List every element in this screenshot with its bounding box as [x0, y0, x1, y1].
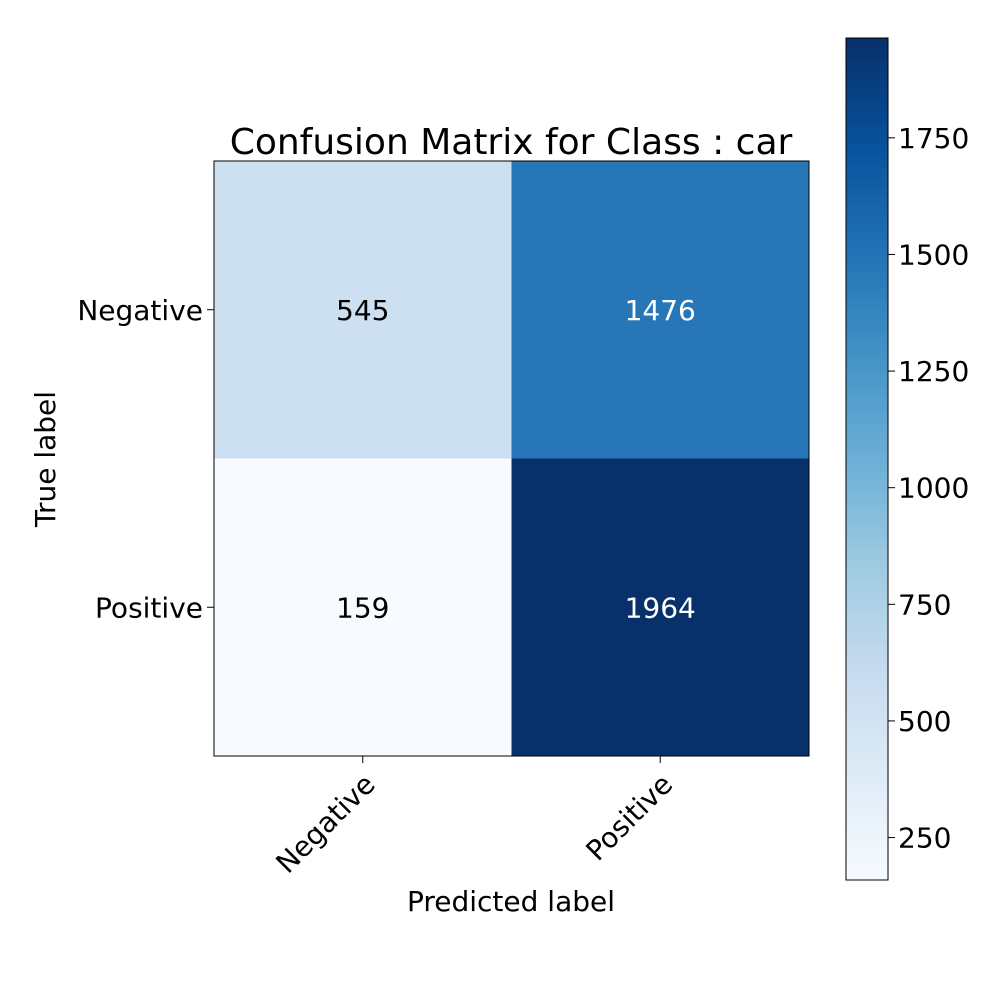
colorbar-tick-label: 250 — [898, 822, 951, 855]
plot-frame — [213, 160, 810, 757]
colorbar-frame — [845, 37, 889, 881]
heatmap-cell-negative-positive — [511, 161, 809, 459]
cell-value-label: 1964 — [625, 591, 696, 624]
x-tick-label: Negative — [270, 768, 382, 880]
x-axis-ticks: Negative Positive — [270, 756, 680, 880]
heatmap-cell-negative-negative — [214, 161, 512, 459]
y-axis-label: True label — [29, 391, 62, 528]
colorbar-ticks: 250 500 750 1000 1250 1500 1750 — [888, 122, 969, 855]
colorbar-tick-label: 1250 — [898, 355, 969, 388]
cell-value-label: 159 — [336, 591, 389, 624]
colorbar — [846, 38, 888, 880]
colorbar-tick-label: 1000 — [898, 472, 969, 505]
heatmap-cell-labels: 545 1476 159 1964 — [336, 294, 696, 625]
colorbar-tick-label: 1500 — [898, 238, 969, 271]
colorbar-tick-label: 500 — [898, 705, 951, 738]
heatmap-cell-positive-positive — [511, 458, 809, 756]
x-axis-label: Predicted label — [407, 885, 615, 918]
cell-value-label: 1476 — [625, 294, 696, 327]
heatmap-cell-positive-negative — [214, 458, 512, 756]
heatmap-cells — [214, 161, 809, 756]
chart-title: Confusion Matrix for Class : car — [230, 122, 793, 163]
colorbar-tick-label: 750 — [898, 588, 951, 621]
x-tick-label: Positive — [580, 768, 680, 868]
y-tick-label: Positive — [95, 591, 203, 624]
colorbar-tick-label: 1750 — [898, 122, 969, 155]
y-tick-label: Negative — [77, 294, 203, 327]
y-axis-ticks: Negative Positive — [77, 294, 214, 624]
cell-value-label: 545 — [336, 294, 389, 327]
